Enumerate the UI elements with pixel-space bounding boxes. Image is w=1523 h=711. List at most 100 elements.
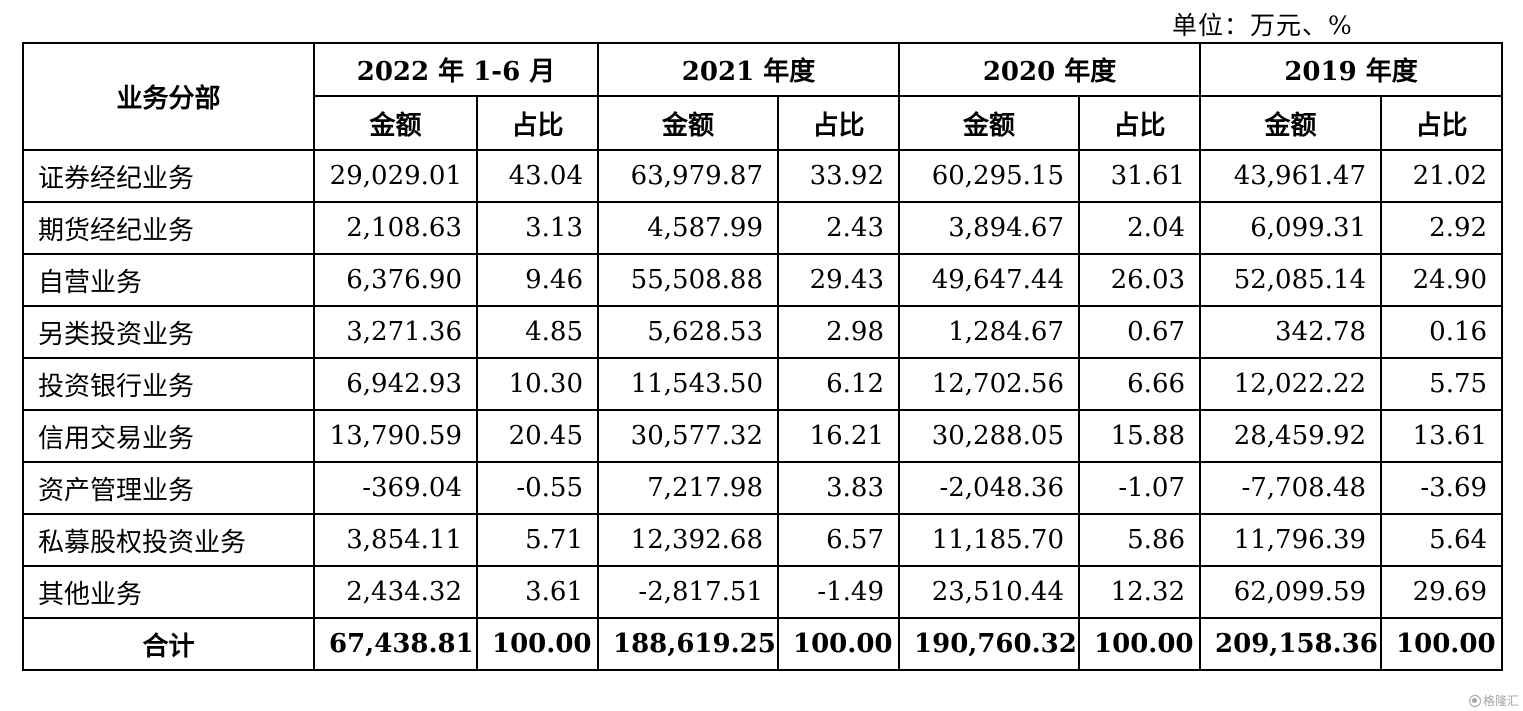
share-header: 占比 bbox=[1380, 95, 1504, 151]
amount-cell: 60,295.15 bbox=[898, 149, 1081, 203]
amount-cell: 3,854.11 bbox=[313, 513, 478, 567]
period-header-2021: 2021 年度 bbox=[596, 42, 901, 97]
amount-cell: 23,510.44 bbox=[898, 565, 1081, 619]
share-cell: 10.30 bbox=[476, 357, 599, 411]
share-cell: 15.88 bbox=[1078, 409, 1202, 463]
share-cell: 5.75 bbox=[1380, 357, 1504, 411]
share-cell: 13.61 bbox=[1380, 409, 1504, 463]
segment-name: 信用交易业务 bbox=[22, 409, 315, 463]
total-label: 合计 bbox=[22, 617, 315, 671]
segment-name: 资产管理业务 bbox=[22, 461, 315, 515]
total-row: 合计 67,438.81 100.00 188,619.25 100.00 190,760… bbox=[22, 617, 1504, 671]
amount-cell: 188,619.25 bbox=[597, 617, 779, 671]
share-cell: 31.61 bbox=[1078, 149, 1202, 203]
share-cell: 6.12 bbox=[776, 357, 901, 411]
share-cell: 3.61 bbox=[476, 565, 599, 619]
table-row: 其他业务 2,434.32 3.61 -2,817.51 -1.49 23,510.44 1… bbox=[22, 565, 1504, 619]
share-cell: 9.46 bbox=[476, 253, 599, 307]
segment-name: 私募股权投资业务 bbox=[22, 513, 315, 567]
amount-cell: 6,942.93 bbox=[313, 357, 478, 411]
amount-cell: 12,392.68 bbox=[597, 513, 779, 567]
amount-cell: 13,790.59 bbox=[313, 409, 478, 463]
amount-cell: -369.04 bbox=[313, 461, 478, 515]
amount-cell: 4,587.99 bbox=[597, 201, 779, 255]
amount-cell: -2,048.36 bbox=[898, 461, 1081, 515]
segment-name: 期货经纪业务 bbox=[22, 201, 315, 255]
table-row: 另类投资业务 3,271.36 4.85 5,628.53 2.98 1,284.67 0.… bbox=[22, 305, 1504, 359]
period-header-2020: 2020 年度 bbox=[898, 42, 1202, 97]
amount-cell: 7,217.98 bbox=[597, 461, 779, 515]
amount-cell: 1,284.67 bbox=[898, 305, 1081, 359]
share-cell: 0.67 bbox=[1078, 305, 1202, 359]
amount-cell: 6,376.90 bbox=[313, 253, 478, 307]
amount-cell: 30,288.05 bbox=[898, 409, 1081, 463]
table-row: 私募股权投资业务 3,854.11 5.71 12,392.68 6.57 11,185.… bbox=[22, 513, 1504, 567]
amount-cell: -2,817.51 bbox=[597, 565, 779, 619]
amount-cell: 3,894.67 bbox=[898, 201, 1081, 255]
amount-cell: 11,796.39 bbox=[1199, 513, 1383, 567]
amount-header: 金额 bbox=[898, 95, 1081, 151]
amount-cell: 67,438.81 bbox=[313, 617, 478, 671]
gelonghui-logo-icon bbox=[1468, 694, 1481, 707]
table-row: 投资银行业务 6,942.93 10.30 11,543.50 6.12 12,702.5… bbox=[22, 357, 1504, 411]
segment-name: 证券经纪业务 bbox=[22, 149, 315, 203]
segment-name: 另类投资业务 bbox=[22, 305, 315, 359]
share-cell: 29.43 bbox=[776, 253, 901, 307]
share-cell: 2.92 bbox=[1380, 201, 1504, 255]
share-cell: 6.57 bbox=[776, 513, 901, 567]
share-cell: 16.21 bbox=[776, 409, 901, 463]
share-cell: 26.03 bbox=[1078, 253, 1202, 307]
watermark: 格隆汇 bbox=[1468, 692, 1519, 709]
share-cell: -0.55 bbox=[476, 461, 599, 515]
share-cell: 5.86 bbox=[1078, 513, 1202, 567]
amount-cell: -7,708.48 bbox=[1199, 461, 1383, 515]
amount-cell: 3,271.36 bbox=[313, 305, 478, 359]
amount-cell: 28,459.92 bbox=[1199, 409, 1383, 463]
table-row: 证券经纪业务 29,029.01 43.04 63,979.87 33.92 60,295… bbox=[22, 149, 1504, 203]
share-cell: 5.64 bbox=[1380, 513, 1504, 567]
share-cell: 0.16 bbox=[1380, 305, 1504, 359]
period-header-2022h1: 2022 年 1-6 月 bbox=[313, 42, 599, 97]
amount-cell: 11,185.70 bbox=[898, 513, 1081, 567]
share-cell: 100.00 bbox=[1078, 617, 1202, 671]
amount-cell: 2,434.32 bbox=[313, 565, 478, 619]
amount-cell: 190,760.32 bbox=[898, 617, 1081, 671]
amount-cell: 62,099.59 bbox=[1199, 565, 1383, 619]
share-cell: 21.02 bbox=[1380, 149, 1504, 203]
share-cell: 5.71 bbox=[476, 513, 599, 567]
business-segment-table: 业务分部 2022 年 1-6 月 2021 年度 2020 年度 2019 年… bbox=[22, 42, 1504, 671]
amount-cell: 342.78 bbox=[1199, 305, 1383, 359]
share-cell: 29.69 bbox=[1380, 565, 1504, 619]
share-cell: -3.69 bbox=[1380, 461, 1504, 515]
table-row: 资产管理业务 -369.04 -0.55 7,217.98 3.83 -2,048.36-… bbox=[22, 461, 1504, 515]
amount-cell: 2,108.63 bbox=[313, 201, 478, 255]
share-cell: 100.00 bbox=[776, 617, 901, 671]
amount-cell: 55,508.88 bbox=[597, 253, 779, 307]
share-cell: 43.04 bbox=[476, 149, 599, 203]
share-header: 占比 bbox=[476, 95, 599, 151]
amount-cell: 29,029.01 bbox=[313, 149, 478, 203]
share-cell: -1.07 bbox=[1078, 461, 1202, 515]
share-cell: 3.13 bbox=[476, 201, 599, 255]
unit-label: 单位：万元、% bbox=[1172, 11, 1353, 40]
share-cell: -1.49 bbox=[776, 565, 901, 619]
segment-column-header: 业务分部 bbox=[22, 42, 315, 151]
amount-cell: 209,158.36 bbox=[1199, 617, 1383, 671]
table-row: 期货经纪业务 2,108.63 3.13 4,587.99 2.43 3,894.67 2.… bbox=[22, 201, 1504, 255]
amount-header: 金额 bbox=[313, 95, 478, 151]
table-row: 信用交易业务 13,790.59 20.45 30,577.32 16.21 30,288… bbox=[22, 409, 1504, 463]
segment-name: 自营业务 bbox=[22, 253, 315, 307]
segment-name: 其他业务 bbox=[22, 565, 315, 619]
amount-header: 金额 bbox=[597, 95, 779, 151]
amount-cell: 52,085.14 bbox=[1199, 253, 1383, 307]
share-cell: 4.85 bbox=[476, 305, 599, 359]
share-cell: 100.00 bbox=[476, 617, 599, 671]
share-cell: 6.66 bbox=[1078, 357, 1202, 411]
share-cell: 100.00 bbox=[1380, 617, 1504, 671]
share-cell: 2.43 bbox=[776, 201, 901, 255]
period-header-2019: 2019 年度 bbox=[1199, 42, 1504, 97]
share-cell: 2.98 bbox=[776, 305, 901, 359]
share-cell: 20.45 bbox=[476, 409, 599, 463]
table-row: 自营业务 6,376.90 9.46 55,508.88 29.43 49,647.44 2… bbox=[22, 253, 1504, 307]
amount-cell: 30,577.32 bbox=[597, 409, 779, 463]
